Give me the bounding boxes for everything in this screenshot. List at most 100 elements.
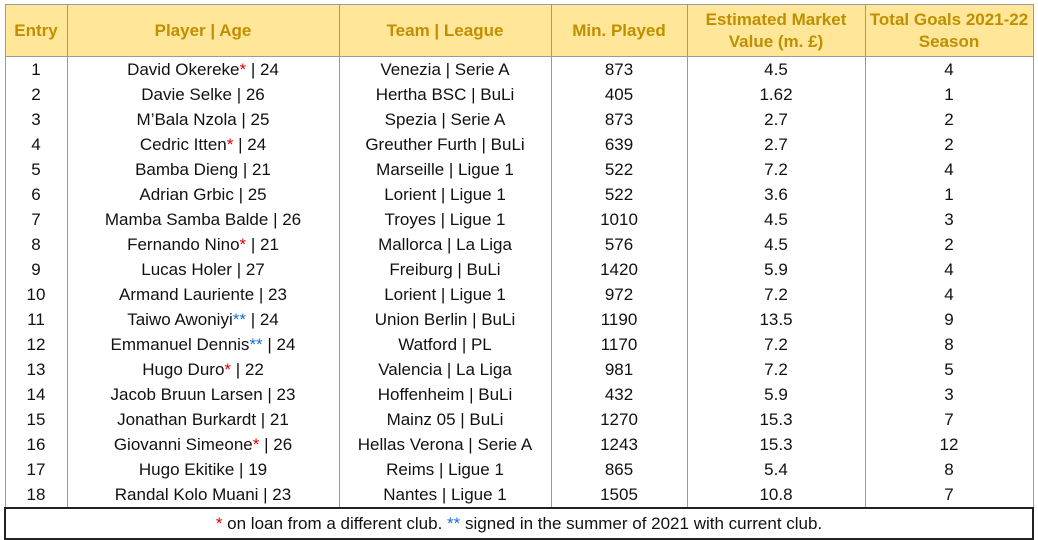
player-name: Lucas Holer bbox=[141, 260, 232, 279]
cell-entry: 16 bbox=[4, 432, 68, 457]
cell-total-goals: 8 bbox=[864, 457, 1034, 482]
player-age: | 25 bbox=[233, 185, 267, 204]
cell-entry: 11 bbox=[4, 307, 68, 332]
cell-entry: 14 bbox=[4, 382, 68, 407]
table-row: 10 Armand Lauriente | 23 Lorient | Ligue 1… bbox=[4, 282, 1034, 307]
cell-player-age: M’Bala Nzola | 25 bbox=[66, 107, 340, 132]
cell-entry: 8 bbox=[4, 232, 68, 257]
cell-player-age: Emmanuel Dennis** | 24 bbox=[66, 332, 340, 357]
cell-total-goals: 8 bbox=[864, 332, 1034, 357]
cell-min-played: 1243 bbox=[550, 432, 688, 457]
cell-min-played: 432 bbox=[550, 382, 688, 407]
player-age: | 21 bbox=[256, 410, 289, 429]
cell-market-value: 3.6 bbox=[686, 182, 866, 207]
cell-entry: 13 bbox=[4, 357, 68, 382]
player-mark: * bbox=[252, 435, 260, 454]
cell-min-played: 873 bbox=[550, 56, 688, 82]
cell-total-goals: 7 bbox=[864, 482, 1034, 509]
cell-entry: 9 bbox=[4, 257, 68, 282]
header-row: Entry Player | Age Team | League Min. Pl… bbox=[4, 4, 1034, 57]
player-age: | 24 bbox=[262, 335, 296, 354]
cell-team-league: Hertha BSC | BuLi bbox=[338, 82, 552, 107]
player-name: Mamba Samba Balde bbox=[104, 210, 269, 229]
cell-entry: 3 bbox=[4, 107, 68, 132]
player-age: | 26 bbox=[259, 435, 293, 454]
cell-total-goals: 3 bbox=[864, 382, 1034, 407]
cell-player-age: Hugo Duro* | 22 bbox=[66, 357, 340, 382]
player-name: Jonathan Burkardt bbox=[117, 410, 257, 429]
cell-min-played: 639 bbox=[550, 132, 688, 157]
cell-market-value: 5.9 bbox=[686, 382, 866, 407]
table-row: 6 Adrian Grbic | 25 Lorient | Ligue 1 522 3.… bbox=[4, 182, 1034, 207]
player-name: Giovanni Simeone bbox=[113, 435, 253, 454]
table-row: 4 Cedric Itten* | 24 Greuther Furth | BuLi… bbox=[4, 132, 1034, 157]
player-name: Armand Lauriente bbox=[119, 285, 255, 304]
cell-team-league: Watford | PL bbox=[338, 332, 552, 357]
cell-market-value: 4.5 bbox=[686, 232, 866, 257]
cell-total-goals: 3 bbox=[864, 207, 1034, 232]
cell-team-league: Marseille | Ligue 1 bbox=[338, 157, 552, 182]
cell-player-age: Giovanni Simeone* | 26 bbox=[66, 432, 340, 457]
cell-min-played: 1010 bbox=[550, 207, 688, 232]
player-name: M’Bala Nzola bbox=[136, 110, 237, 129]
player-name: Randal Kolo Muani bbox=[114, 485, 259, 504]
cell-team-league: Valencia | La Liga bbox=[338, 357, 552, 382]
cell-market-value: 2.7 bbox=[686, 132, 866, 157]
cell-total-goals: 9 bbox=[864, 307, 1034, 332]
table-row: 12 Emmanuel Dennis** | 24 Watford | PL 1170… bbox=[4, 332, 1034, 357]
cell-min-played: 576 bbox=[550, 232, 688, 257]
cell-market-value: 15.3 bbox=[686, 432, 866, 457]
cell-player-age: Davie Selke | 26 bbox=[66, 82, 340, 107]
table-row: 2 Davie Selke | 26 Hertha BSC | BuLi 405 1.6… bbox=[4, 82, 1034, 107]
cell-min-played: 1170 bbox=[550, 332, 688, 357]
cell-entry: 6 bbox=[4, 182, 68, 207]
player-age: | 24 bbox=[246, 60, 279, 79]
header-total-goals: Total Goals 2021-22 Season bbox=[864, 4, 1034, 57]
cell-min-played: 1270 bbox=[550, 407, 688, 432]
table-row: 15 Jonathan Burkardt | 21 Mainz 05 | BuLi 1… bbox=[4, 407, 1034, 432]
player-name: Bamba Dieng bbox=[135, 160, 239, 179]
cell-market-value: 10.8 bbox=[686, 482, 866, 509]
player-name: Hugo Duro bbox=[142, 360, 225, 379]
loan-note: on loan from a different club. bbox=[222, 513, 448, 533]
cell-player-age: Mamba Samba Balde | 26 bbox=[66, 207, 340, 232]
cell-market-value: 7.2 bbox=[686, 357, 866, 382]
cell-min-played: 981 bbox=[550, 357, 688, 382]
cell-market-value: 7.2 bbox=[686, 157, 866, 182]
cell-market-value: 5.4 bbox=[686, 457, 866, 482]
table-row: 3 M’Bala Nzola | 25 Spezia | Serie A 873 2.7… bbox=[4, 107, 1034, 132]
player-age: | 27 bbox=[231, 260, 265, 279]
player-name: Davie Selke bbox=[141, 85, 232, 104]
player-name: Adrian Grbic bbox=[139, 185, 234, 204]
cell-entry: 4 bbox=[4, 132, 68, 157]
player-age: | 23 bbox=[254, 285, 287, 304]
player-mark: * bbox=[239, 235, 247, 254]
cell-player-age: Adrian Grbic | 25 bbox=[66, 182, 340, 207]
cell-min-played: 865 bbox=[550, 457, 688, 482]
player-age: | 22 bbox=[231, 360, 264, 379]
player-age: | 23 bbox=[262, 385, 296, 404]
cell-entry: 7 bbox=[4, 207, 68, 232]
cell-entry: 17 bbox=[4, 457, 68, 482]
player-age: | 24 bbox=[233, 135, 267, 154]
cell-min-played: 405 bbox=[550, 82, 688, 107]
cell-team-league: Hoffenheim | BuLi bbox=[338, 382, 552, 407]
cell-team-league: Greuther Furth | BuLi bbox=[338, 132, 552, 157]
cell-total-goals: 2 bbox=[864, 107, 1034, 132]
player-table-container: Entry Player | Age Team | League Min. Pl… bbox=[4, 4, 1034, 540]
header-market-value: Estimated Market Value (m. £) bbox=[686, 4, 866, 57]
cell-team-league: Reims | Ligue 1 bbox=[338, 457, 552, 482]
loan-mark: * bbox=[215, 513, 223, 533]
table-row: 17 Hugo Ekitike | 19 Reims | Ligue 1 865 5.4… bbox=[4, 457, 1034, 482]
footnote-row: * on loan from a different club. ** sign… bbox=[4, 507, 1034, 540]
player-stats-table: Entry Player | Age Team | League Min. Pl… bbox=[4, 4, 1034, 540]
cell-entry: 1 bbox=[4, 56, 68, 82]
cell-player-age: Jacob Bruun Larsen | 23 bbox=[66, 382, 340, 407]
cell-team-league: Lorient | Ligue 1 bbox=[338, 282, 552, 307]
cell-team-league: Troyes | Ligue 1 bbox=[338, 207, 552, 232]
cell-player-age: Hugo Ekitike | 19 bbox=[66, 457, 340, 482]
header-entry: Entry bbox=[4, 4, 68, 57]
cell-total-goals: 4 bbox=[864, 257, 1034, 282]
cell-total-goals: 7 bbox=[864, 407, 1034, 432]
table-row: 16 Giovanni Simeone* | 26 Hellas Verona | … bbox=[4, 432, 1034, 457]
